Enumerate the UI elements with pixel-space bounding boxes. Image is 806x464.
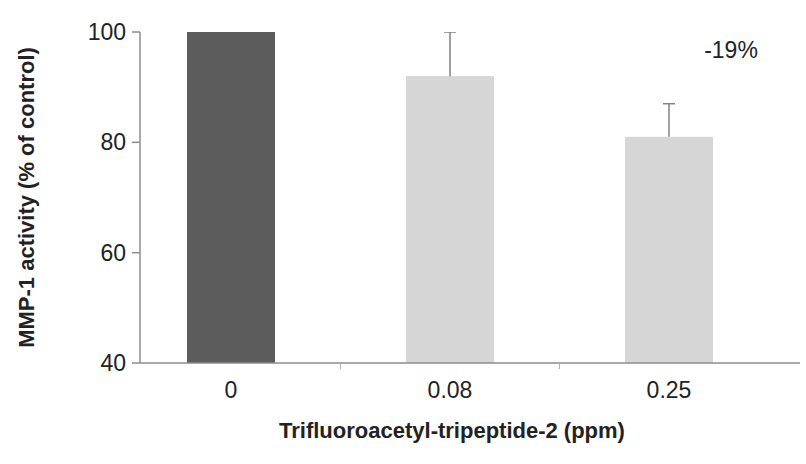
x-tick-label: 0 bbox=[225, 377, 238, 403]
annotation: -19% bbox=[704, 37, 758, 63]
y-tick bbox=[132, 252, 140, 254]
y-tick-label: 60 bbox=[100, 240, 126, 266]
x-tick-label: 0.25 bbox=[647, 377, 692, 403]
error-bar bbox=[663, 104, 675, 137]
y-tick-label: 80 bbox=[100, 129, 126, 155]
y-axis bbox=[139, 32, 141, 363]
y-axis-title: MMP-1 activity (% of control) bbox=[14, 47, 39, 348]
y-tick bbox=[132, 142, 140, 144]
y-tick bbox=[132, 31, 140, 33]
x-tick-label: 0.08 bbox=[428, 377, 473, 403]
bar bbox=[187, 32, 275, 363]
x-divider bbox=[340, 363, 341, 369]
error-cap bbox=[444, 32, 456, 33]
error-bar bbox=[444, 32, 456, 76]
bar bbox=[406, 76, 494, 363]
error-line bbox=[449, 32, 451, 76]
error-cap bbox=[663, 103, 675, 105]
x-axis bbox=[140, 362, 800, 364]
error-line bbox=[668, 104, 670, 137]
x-axis-title: Trifluoroacetyl-tripeptide-2 (ppm) bbox=[279, 418, 625, 443]
y-tick-label: 100 bbox=[88, 19, 126, 45]
chart: 40 60 80 100 0 0.08 0.25 Trifluoroacetyl-tripep… bbox=[0, 0, 806, 464]
y-tick bbox=[132, 362, 140, 364]
x-divider bbox=[559, 363, 560, 369]
marks bbox=[187, 32, 713, 363]
y-tick-label: 40 bbox=[100, 350, 126, 376]
bar bbox=[625, 137, 713, 363]
